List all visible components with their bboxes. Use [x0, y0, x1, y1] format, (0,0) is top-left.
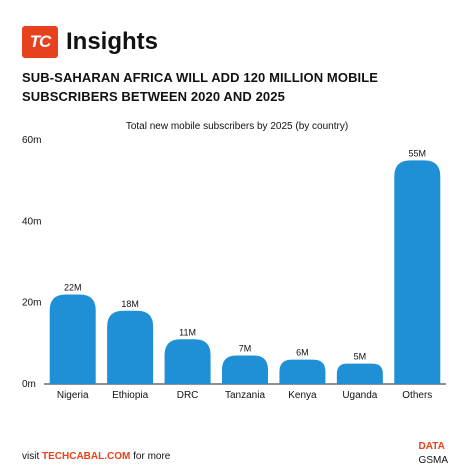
y-tick-label: 20m [22, 298, 41, 309]
chart-subtitle: Total new mobile subscribers by 2025 (by… [125, 121, 349, 132]
logo-text: TC [29, 32, 52, 51]
footer-suffix: for more [133, 451, 171, 462]
y-tick-label: 60m [22, 135, 41, 146]
y-axis: 0m 20m 40m 60m [22, 135, 41, 390]
data-label: 6M [296, 348, 309, 358]
data-label: 11M [179, 327, 196, 337]
source-label: DATA [418, 441, 445, 452]
techcabal-logo: TC [22, 26, 58, 58]
bar-ethiopia [107, 310, 154, 384]
x-tick-label: DRC [177, 390, 199, 401]
chart-headline: SUB-SAHARAN AFRICA WILL ADD 120 MILLION … [22, 70, 379, 104]
x-tick-label: Uganda [342, 390, 377, 401]
techcabal-link[interactable]: TECHCABAL.COM [42, 451, 131, 462]
bar-tanzania [222, 355, 268, 384]
x-tick-label: Ethiopia [112, 390, 149, 401]
x-tick-label: Tanzania [225, 390, 265, 401]
brand-name: Insights [66, 28, 159, 55]
data-label: 18M [121, 299, 139, 309]
footer-prefix: visit [22, 451, 40, 462]
x-tick-label: Nigeria [57, 390, 89, 401]
data-source: DATA GSMA [419, 440, 448, 468]
bar-others [394, 160, 441, 384]
bar-uganda [336, 363, 383, 384]
data-label: 5M [354, 352, 367, 362]
bar-nigeria [49, 294, 96, 384]
bar-kenya [279, 359, 326, 384]
y-tick-label: 0m [22, 379, 36, 390]
bar-drc [164, 339, 211, 384]
x-tick-label: Kenya [288, 390, 317, 401]
data-label: 55M [409, 148, 427, 158]
data-label: 22M [64, 283, 82, 293]
y-tick-label: 40m [22, 216, 41, 227]
footer-cta: visit TECHCABAL.COM for more [22, 451, 170, 462]
data-label: 7M [239, 344, 252, 354]
x-tick-label: Others [402, 390, 432, 401]
bars: 22M Nigeria 18M Ethiopia 11M DRC 7M Tanzania 6M K… [49, 148, 441, 401]
source-value: GSMA [418, 455, 448, 466]
